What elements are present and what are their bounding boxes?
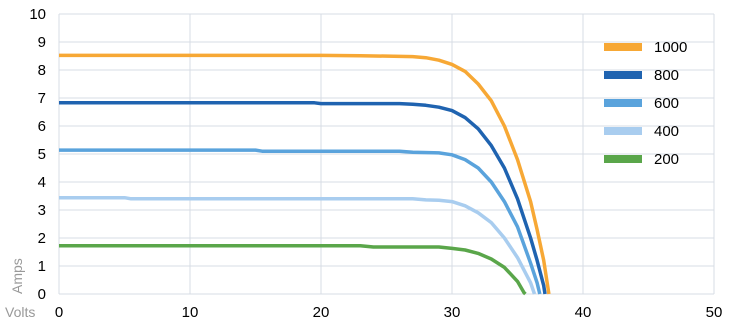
y-tick-label: 2 — [38, 230, 46, 247]
y-tick-label: 0 — [38, 286, 46, 303]
x-tick-label: 30 — [444, 304, 461, 320]
legend-swatch-600 — [604, 99, 642, 107]
tick-labels: 0 1 2 3 4 5 6 7 8 9 10 0 10 20 30 40 50 — [29, 6, 722, 320]
legend-swatch-1000 — [604, 43, 642, 51]
series-line-1000 — [59, 53, 551, 295]
y-tick-label: 7 — [38, 90, 46, 107]
series-line-800 — [59, 101, 547, 295]
x-tick-label: 50 — [706, 304, 723, 320]
y-tick-label: 3 — [38, 202, 46, 219]
y-tick-label: 9 — [38, 34, 46, 51]
legend-label-600: 600 — [654, 95, 679, 112]
y-tick-label: 4 — [38, 174, 46, 191]
legend-label-400: 400 — [654, 123, 679, 140]
legend-swatch-800 — [604, 71, 642, 79]
series-lines — [59, 53, 551, 296]
y-tick-label: 5 — [38, 146, 46, 163]
x-tick-label: 20 — [313, 304, 330, 320]
y-tick-label: 10 — [29, 6, 46, 23]
legend: 1000 800 600 400 200 — [604, 39, 687, 168]
x-axis-title: Volts — [5, 304, 35, 320]
legend-label-800: 800 — [654, 67, 679, 84]
y-axis-title: Amps — [9, 258, 25, 294]
series-line-600 — [59, 148, 542, 295]
legend-label-200: 200 — [654, 151, 679, 168]
y-tick-label: 8 — [38, 62, 46, 79]
x-tick-label: 0 — [55, 304, 63, 320]
series-line-200 — [59, 244, 527, 296]
legend-swatch-200 — [604, 155, 642, 163]
y-tick-label: 6 — [38, 118, 46, 135]
y-tick-label: 1 — [38, 258, 46, 275]
y-axis-title-group: Amps — [9, 258, 25, 294]
x-tick-label: 40 — [575, 304, 592, 320]
x-tick-label: 10 — [182, 304, 199, 320]
legend-label-1000: 1000 — [654, 39, 687, 56]
series-line-400 — [59, 195, 537, 295]
legend-swatch-400 — [604, 127, 642, 135]
